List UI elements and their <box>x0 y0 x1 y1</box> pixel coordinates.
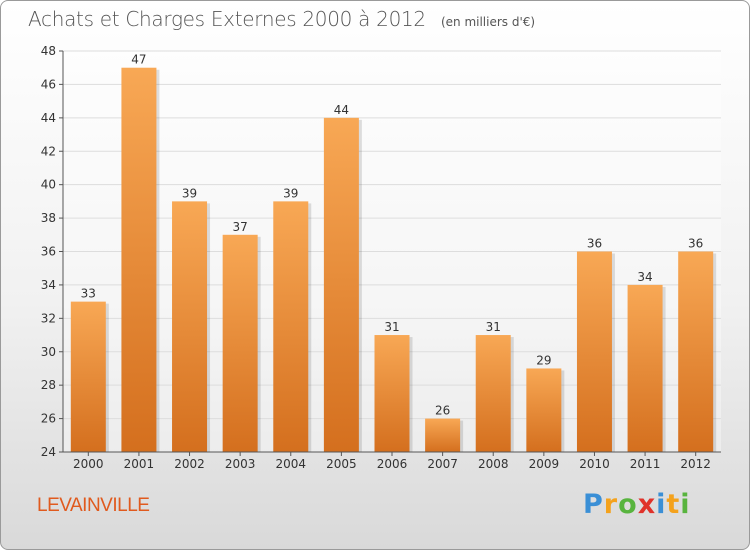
brand-letter: i <box>680 489 691 520</box>
bar-value-label: 26 <box>435 404 450 418</box>
brand-letter: P <box>583 489 604 520</box>
bar <box>425 418 461 452</box>
x-tick-label: 2008 <box>478 457 509 471</box>
bar <box>374 335 410 452</box>
y-tick-label: 42 <box>41 144 56 158</box>
y-tick-label: 46 <box>41 77 56 91</box>
bar-value-label: 31 <box>486 320 501 334</box>
bar <box>475 335 511 452</box>
brand-letter: r <box>603 489 619 520</box>
x-tick-label: 2009 <box>529 457 560 471</box>
bar-value-label: 31 <box>384 320 399 334</box>
y-tick-label: 36 <box>41 245 56 259</box>
y-tick-label: 38 <box>41 211 56 225</box>
y-tick-label: 48 <box>41 44 56 58</box>
x-tick-label: 2004 <box>275 457 306 471</box>
bar-value-label: 34 <box>637 270 652 284</box>
bar-value-label: 37 <box>233 220 248 234</box>
bar-value-label: 29 <box>536 353 551 367</box>
bar-value-label: 47 <box>131 53 146 67</box>
bar <box>70 301 106 452</box>
bar <box>576 251 612 452</box>
x-tick-label: 2005 <box>326 457 357 471</box>
bar-value-label: 36 <box>688 237 703 251</box>
y-tick-label: 34 <box>41 278 56 292</box>
x-tick-label: 2001 <box>124 457 155 471</box>
bar <box>121 67 157 452</box>
bar <box>172 201 208 452</box>
bar <box>222 234 258 452</box>
bar-value-label: 33 <box>81 287 96 301</box>
brand-logo: Proxiti <box>583 489 691 520</box>
x-tick-label: 2003 <box>225 457 256 471</box>
y-tick-label: 32 <box>41 311 56 325</box>
bar-value-label: 36 <box>587 237 602 251</box>
y-tick-label: 40 <box>41 178 56 192</box>
chart-title: Achats et Charges Externes 2000 à 2012 (… <box>28 7 535 31</box>
bar-value-label: 44 <box>334 103 349 117</box>
x-tick-label: 2002 <box>174 457 205 471</box>
bar-value-label: 39 <box>182 186 197 200</box>
bar <box>678 251 714 452</box>
y-tick-label: 28 <box>41 378 56 392</box>
title-text: Achats et Charges Externes 2000 à 2012 <box>28 7 426 31</box>
x-tick-label: 2012 <box>680 457 711 471</box>
x-tick-label: 2006 <box>377 457 408 471</box>
bar <box>273 201 309 452</box>
location-label: LEVAINVILLE <box>37 495 150 516</box>
brand-letter: i <box>656 489 667 520</box>
bar <box>526 368 562 452</box>
y-tick-label: 30 <box>41 345 56 359</box>
y-tick-label: 26 <box>41 412 56 426</box>
brand-letter: o <box>618 489 638 520</box>
unit-note: (en milliers d'€) <box>440 15 536 29</box>
brand-letter: t <box>666 489 681 520</box>
bar-value-label: 39 <box>283 186 298 200</box>
brand-letter: x <box>637 489 657 520</box>
bar <box>627 284 663 452</box>
x-tick-label: 2010 <box>579 457 610 471</box>
x-tick-label: 2000 <box>73 457 104 471</box>
y-tick-label: 24 <box>41 445 56 459</box>
x-tick-label: 2007 <box>427 457 458 471</box>
y-tick-label: 44 <box>41 111 56 125</box>
x-tick-label: 2011 <box>630 457 661 471</box>
bar <box>323 117 359 452</box>
